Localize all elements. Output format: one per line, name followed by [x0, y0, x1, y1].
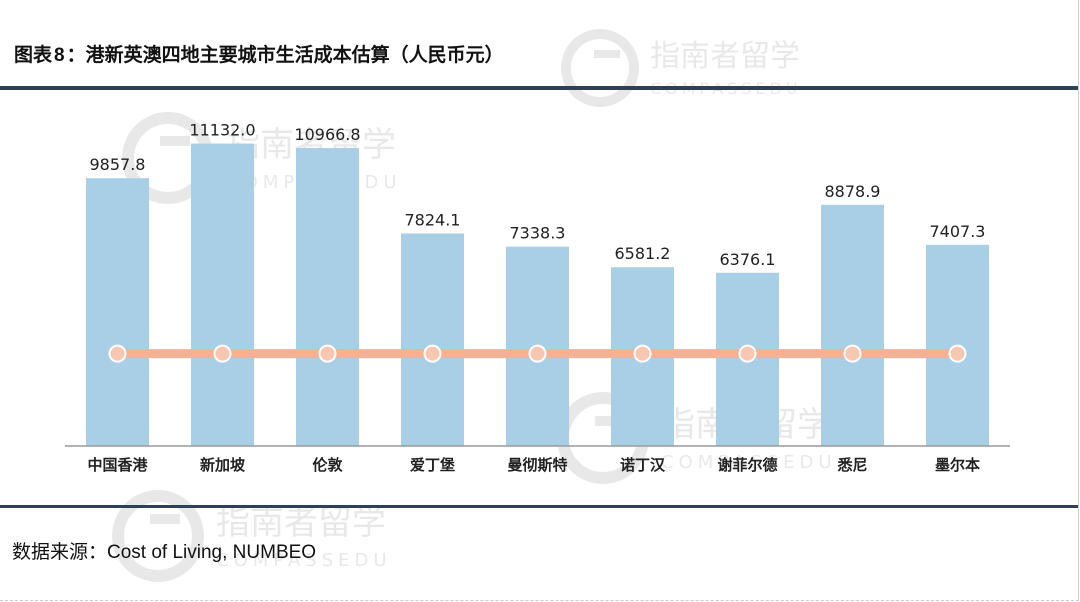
line-point: [528, 344, 547, 363]
figure-title-text: 港新英澳四地主要城市生活成本估算（人民币元）: [85, 44, 504, 66]
x-tick-label: 诺丁汉: [620, 456, 666, 474]
bar-value-label: 6581.2: [615, 244, 671, 263]
x-tick-label: 新加坡: [200, 456, 245, 474]
x-tick-label: 悉尼: [836, 456, 867, 474]
bar-value-label: 7338.3: [510, 224, 566, 243]
source-label: 数据来源：: [12, 541, 108, 563]
bar-value-label: 10966.8: [294, 125, 360, 144]
bar-value-label: 8878.9: [825, 182, 881, 201]
x-tick-label: 曼彻斯特: [507, 456, 567, 474]
bar-value-label: 11132.0: [189, 121, 255, 140]
line-point: [108, 344, 127, 363]
bar-value-label: 9857.8: [90, 155, 146, 174]
bar: [191, 143, 254, 446]
figure-separator: ：: [66, 44, 86, 66]
title-divider: [0, 86, 1078, 90]
line-point: [948, 344, 967, 363]
line-point: [738, 344, 757, 363]
figure-title: 图表 8 ：港新英澳四地主要城市生活成本估算（人民币元）: [14, 40, 504, 67]
bar: [86, 178, 149, 447]
figure-number: 8: [54, 45, 65, 66]
bar: [401, 233, 464, 446]
source-value: Cost of Living, NUMBEO: [107, 542, 317, 563]
line-point: [843, 344, 862, 363]
line-point: [318, 344, 337, 363]
footer-divider: [0, 505, 1078, 508]
source-note: 数据来源：Cost of Living, NUMBEO: [12, 537, 316, 564]
figure-label: 图表: [14, 44, 53, 66]
line-point: [633, 344, 652, 363]
bar-value-label: 7824.1: [405, 210, 461, 229]
bar-value-label: 7407.3: [930, 222, 986, 241]
bar: [296, 148, 359, 446]
bar-value-label: 6376.1: [720, 250, 776, 269]
bar: [821, 204, 884, 446]
x-tick-label: 爱丁堡: [410, 456, 455, 474]
line-point: [213, 344, 232, 363]
line-point: [423, 344, 442, 363]
x-tick-label: 伦敦: [312, 456, 343, 474]
x-tick-label: 中国香港: [87, 456, 148, 474]
x-tick-label: 谢菲尔德: [717, 456, 777, 474]
x-tick-label: 墨尔本: [935, 456, 980, 474]
